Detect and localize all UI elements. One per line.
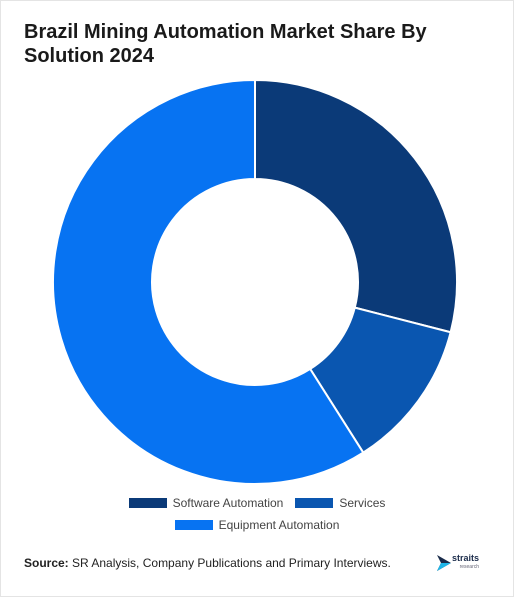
source-label: Source: (24, 556, 69, 570)
logo-sub: research (459, 564, 480, 570)
legend-item-software: Software Automation (128, 496, 284, 510)
logo-text: straits research (452, 554, 479, 572)
legend-item-equipment: Equipment Automation (174, 518, 340, 532)
legend: Software Automation Services Equipment A… (0, 492, 514, 536)
legend-item-services: Services (295, 496, 385, 510)
legend-label-services: Services (339, 496, 386, 510)
legend-swatch-equipment (174, 520, 213, 530)
chart-title: Brazil Mining Automation Market Share By… (24, 21, 427, 67)
straits-logo: straits research (436, 552, 496, 574)
source-note: Source: SR Analysis, Company Publication… (24, 556, 391, 570)
legend-label-software: Software Automation (172, 496, 284, 510)
logo-name: straits (452, 553, 480, 563)
legend-row-2: Equipment Automation (0, 514, 514, 536)
legend-swatch-software (128, 498, 167, 508)
legend-swatch-services (295, 498, 334, 508)
slice-software-automation (254, 78, 458, 334)
legend-label-equipment: Equipment Automation (218, 518, 340, 532)
legend-row-1: Software Automation Services (0, 492, 514, 514)
source-text: SR Analysis, Company Publications and Pr… (72, 556, 391, 570)
logo-mark-icon (437, 555, 451, 571)
slice-equipment-automation (52, 78, 365, 485)
